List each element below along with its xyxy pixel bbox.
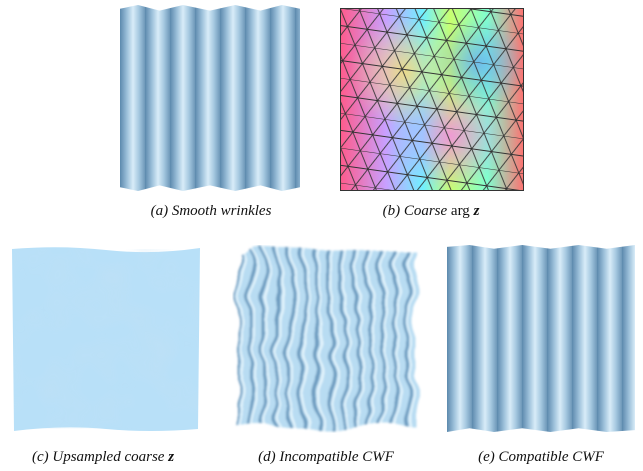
caption-math: arg [450, 203, 470, 219]
panel-c-image [10, 245, 202, 433]
panel-e-image [447, 245, 635, 432]
caption-math: z [168, 449, 175, 465]
caption-text: (c) Upsampled coarse [31, 449, 165, 465]
caption-text: (d) Incompatible CWF [258, 449, 394, 465]
caption: (d) Incompatible CWF [258, 449, 394, 466]
panel-a-image [120, 5, 300, 191]
panel-b-image [340, 8, 524, 191]
caption-text: (a) Smooth wrinkles [150, 203, 272, 219]
caption-text: (e) Compatible CWF [478, 449, 604, 465]
caption-math: z [473, 203, 480, 219]
caption-text: (b) Coarse [382, 203, 448, 219]
panel-d-image [238, 251, 416, 427]
caption: (c) Upsampled coarse z [32, 449, 174, 466]
caption: (b) Coarse arg z [383, 203, 480, 220]
caption: (a) Smooth wrinkles [151, 203, 272, 220]
caption: (e) Compatible CWF [478, 449, 604, 466]
